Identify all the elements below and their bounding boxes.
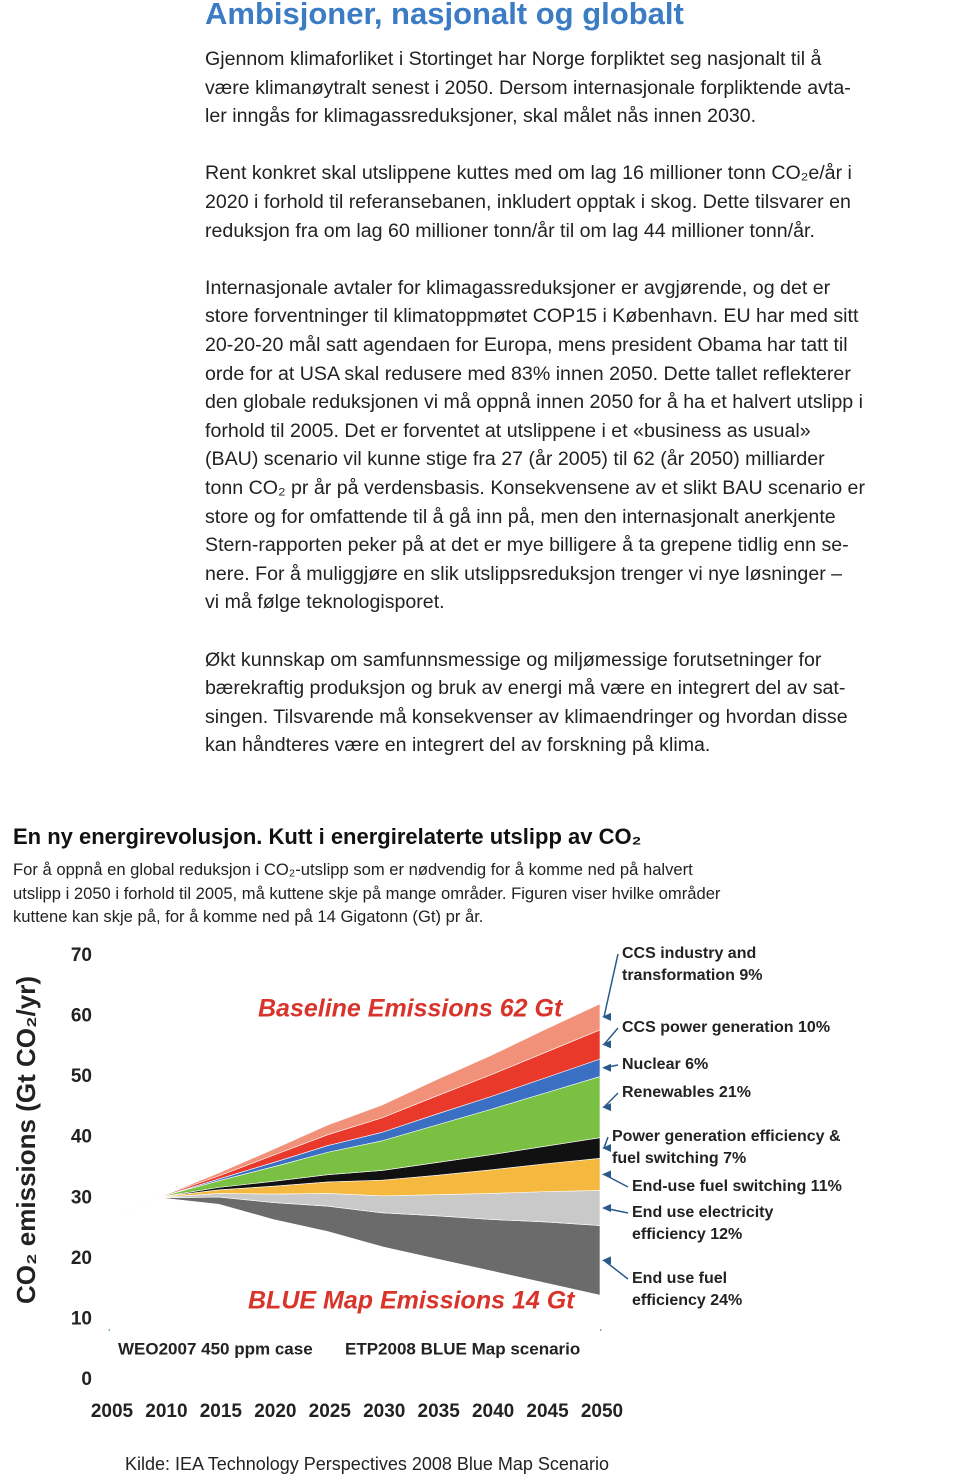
caption-line: utslipp i 2050 i forhold til 2005, må ku… xyxy=(13,883,721,903)
legend-arrow-head xyxy=(602,1063,611,1072)
x-tick-label: 2020 xyxy=(254,1401,296,1422)
y-tick-label: 30 xyxy=(71,1187,92,1208)
text-line: (BAU) scenario vil kunne stige fra 27 (å… xyxy=(205,448,825,471)
text-line: 2020 i forhold til referansebanen, inklu… xyxy=(205,191,851,213)
text-line: være klimanøytralt senest i 2050. Dersom… xyxy=(205,76,851,99)
legend-arrow-head xyxy=(602,1144,611,1153)
source: Kilde: IEA Technology Perspectives 2008 … xyxy=(125,1454,609,1474)
y-tick-label: 70 xyxy=(71,945,92,966)
legend-label: Nuclear 6% xyxy=(622,1056,709,1073)
legend-arrow xyxy=(603,1092,619,1108)
y-tick-label: 20 xyxy=(71,1248,92,1269)
text-line: den globale reduksjonen vi må oppnå inne… xyxy=(205,391,863,414)
legend-arrow-head xyxy=(602,1012,611,1021)
annotation: Baseline Emissions 62 Gt xyxy=(258,995,564,1023)
legend-arrow xyxy=(603,1027,619,1045)
legend-label: End use electricity efficiency 12% xyxy=(632,1204,774,1243)
x-tick-label: 2030 xyxy=(363,1401,405,1422)
legend-label: End use fuel efficiency 24% xyxy=(632,1270,743,1309)
text-line: kan håndteres være en integrert del av f… xyxy=(205,734,711,757)
x-tick-label: 2045 xyxy=(526,1401,569,1422)
legend-label: CCS power generation 10% xyxy=(622,1019,831,1036)
y-tick-label: 40 xyxy=(71,1127,92,1148)
area xyxy=(110,1198,600,1380)
text-line: forhold til 2005. Det er forventet at ut… xyxy=(205,419,811,442)
text-line: singen. Tilsvarende må konsekvenser av k… xyxy=(205,705,848,728)
legend-arrow xyxy=(603,1259,629,1280)
legend-arrow-head xyxy=(602,1170,611,1179)
legend-arrow-head xyxy=(602,1040,611,1049)
text-line: 20-20-20 mål satt agendaen for Europa, m… xyxy=(205,334,848,356)
text-line: Internasjonale avtaler for klimagassredu… xyxy=(205,276,831,299)
legend-label: Renewables 21% xyxy=(622,1084,751,1101)
y-tick-label: 60 xyxy=(71,1006,92,1027)
x-tick-label: 2050 xyxy=(581,1401,623,1422)
figure-title: En ny energirevolusjon. Kutt i energirel… xyxy=(13,824,642,849)
text-line: Stern-rapporten peker på at det er mye b… xyxy=(205,534,849,557)
legend-arrow xyxy=(603,1136,609,1149)
text-line: ler inngås for klimagassreduksjoner, ska… xyxy=(205,105,757,128)
legend-arrow-head xyxy=(602,1203,611,1212)
y-axis-label: CO₂ emissions (Gt CO₂/yr) xyxy=(11,976,41,1304)
legend-label: CCS industry and transformation 9% xyxy=(622,945,763,984)
text-line: tonn CO₂ pr år på verdensbasis. Konsekve… xyxy=(205,477,865,499)
legend-label: Power generation efficiency & fuel switc… xyxy=(612,1128,841,1167)
text-line: store og for omfattende til å gå inn på,… xyxy=(205,505,836,528)
annotation: BLUE Map Emissions 14 Gt xyxy=(248,1287,576,1315)
y-tick-label: 0 xyxy=(81,1369,92,1390)
legend-arrow xyxy=(603,953,619,1018)
legend-arrow-head xyxy=(602,1256,611,1265)
page-title: Ambisjoner, nasjonalt og globalt xyxy=(205,0,684,31)
text-line: bærekraftig produksjon og bruk av energi… xyxy=(205,677,846,700)
area xyxy=(109,1003,601,1217)
annotation: ETP2008 BLUE Map scenario xyxy=(345,1339,580,1358)
caption-line: kuttene kan skje på, for å komme ned på … xyxy=(13,907,484,926)
x-tick-label: 2010 xyxy=(145,1401,187,1422)
x-tick-label: 2040 xyxy=(472,1401,514,1422)
x-tick-label: 2035 xyxy=(418,1401,461,1422)
text-line: Rent konkret skal utslippene kuttes med … xyxy=(205,162,852,185)
caption-line: For å oppnå en global reduksjon i CO₂-ut… xyxy=(13,860,693,879)
text-line: reduksjon fra om lag 60 millioner tonn/å… xyxy=(205,219,815,242)
x-tick-label: 2015 xyxy=(200,1401,243,1422)
text-line: vi må følge teknologisporet. xyxy=(205,591,445,614)
text-line: store forventninger til klimatoppmøtet C… xyxy=(205,305,859,328)
legend-arrow-head xyxy=(602,1103,611,1112)
x-tick-label: 2005 xyxy=(91,1401,134,1422)
text-line: nere. For å muliggjøre en slik utslippsr… xyxy=(205,562,843,585)
y-tick-label: 10 xyxy=(71,1308,92,1329)
annotation: WEO2007 450 ppm case xyxy=(118,1339,313,1358)
text-line: Gjennom klimaforliket i Stortinget har N… xyxy=(205,48,822,70)
y-tick-label: 50 xyxy=(71,1066,92,1087)
text-line: Økt kunnskap om samfunnsmessige og miljø… xyxy=(205,648,822,671)
legend-label: End-use fuel switching 11% xyxy=(632,1178,842,1195)
x-tick-label: 2025 xyxy=(309,1401,352,1422)
text-line: orde for at USA skal redusere med 83% in… xyxy=(205,362,851,385)
